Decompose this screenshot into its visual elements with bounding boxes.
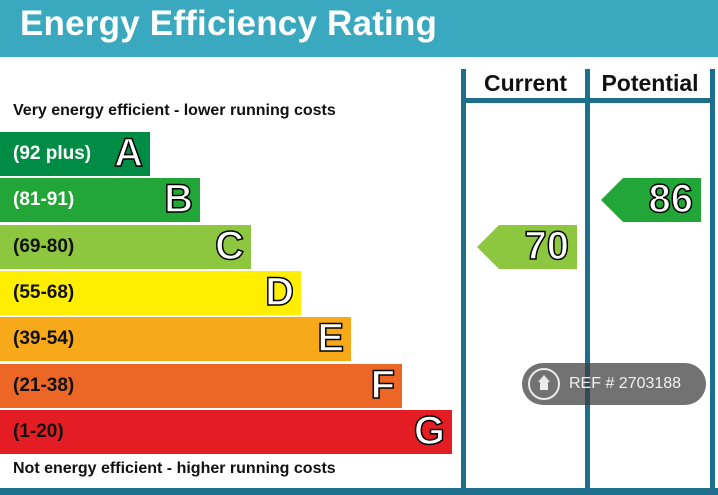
band-letter: C <box>214 223 244 269</box>
band-letter: B <box>163 176 193 222</box>
band-e: (39-54) E <box>0 315 351 361</box>
potential-rating-value: 86 <box>648 176 694 222</box>
current-arrow-shape <box>477 225 577 269</box>
band-g: (1-20) G <box>0 408 452 454</box>
frame-bottom <box>0 488 718 495</box>
band-letter: D <box>264 269 294 315</box>
band-range-label: (1-20) <box>13 421 64 442</box>
potential-rating-arrow: 86 <box>601 176 701 222</box>
band-letter: G <box>413 408 446 454</box>
chart-title: Energy Efficiency Rating <box>20 4 438 43</box>
band-a: (92 plus) A <box>0 130 150 176</box>
band-c: (69-80) C <box>0 223 251 269</box>
band-range-label: (69-80) <box>13 236 75 257</box>
divider-right <box>710 69 715 489</box>
home-icon <box>528 368 560 400</box>
current-rating-value: 70 <box>524 223 570 269</box>
header-bar: Energy Efficiency Rating <box>0 0 718 57</box>
band-range-label: (21-38) <box>13 375 75 396</box>
band-letter: E <box>317 315 345 361</box>
reference-text: REF # 2703188 <box>569 375 682 392</box>
band-range-label: (55-68) <box>13 282 75 303</box>
current-rating-arrow: 70 <box>477 223 577 269</box>
band-d: (55-68) D <box>0 269 301 315</box>
reference-watermark: REF # 2703188 <box>522 363 706 405</box>
band-range-label: (39-54) <box>13 328 75 349</box>
potential-arrow-shape <box>601 178 701 222</box>
divider-left <box>461 69 466 489</box>
band-range-label: (92 plus) <box>13 143 92 164</box>
header-underline <box>461 98 715 103</box>
band-letter: A <box>113 130 143 176</box>
band-b: (81-91) B <box>0 176 200 222</box>
band-f: (21-38) F <box>0 362 402 408</box>
band-range-label: (81-91) <box>13 189 75 210</box>
band-letter: F <box>370 362 396 408</box>
current-column-header: Current <box>483 70 568 96</box>
potential-column-header: Potential <box>601 70 699 96</box>
divider-middle <box>585 69 590 489</box>
top-caption: Very energy efficient - lower running co… <box>13 102 336 119</box>
bottom-caption: Not energy efficient - higher running co… <box>13 460 336 477</box>
